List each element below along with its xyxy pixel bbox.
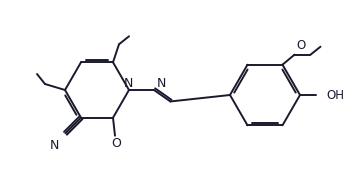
Text: O: O <box>297 39 306 52</box>
Text: N: N <box>50 139 59 152</box>
Text: N: N <box>123 77 133 90</box>
Text: O: O <box>111 137 121 150</box>
Text: OH: OH <box>326 88 344 102</box>
Text: N: N <box>157 77 166 90</box>
